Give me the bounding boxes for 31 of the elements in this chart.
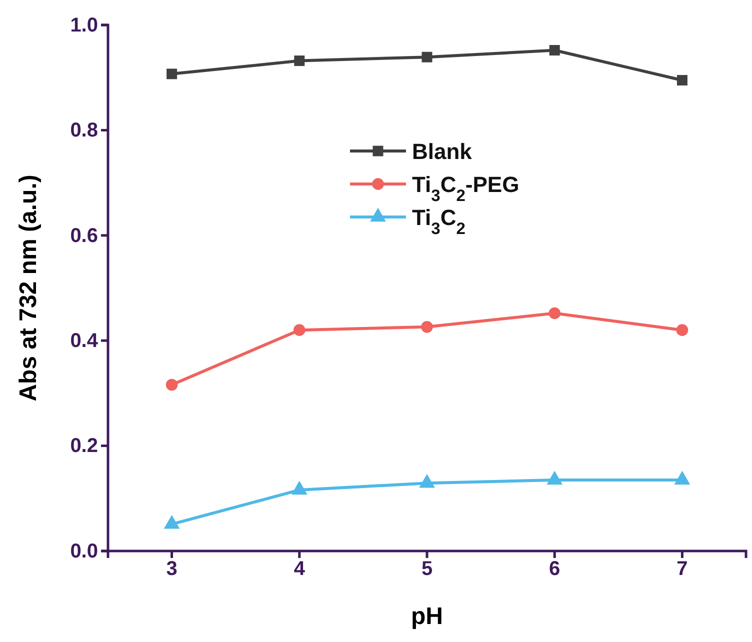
point [676,74,688,86]
point [546,470,563,485]
point [674,470,690,485]
y-tick-label: 0.0 [70,540,98,562]
point [293,324,306,336]
point [421,321,433,333]
point [549,45,560,56]
point [166,68,178,80]
legend-label: Blank [412,139,473,164]
point [676,324,688,336]
y-axis-title: Abs at 732 nm (a.u.) [15,174,42,402]
x-tick-label: 3 [166,558,178,580]
point [419,474,435,488]
point [166,378,178,391]
x-axis-title: pH [411,603,443,630]
legend-label: Ti$_{3}$C$_{2}$-PEG [412,172,520,205]
point [548,307,561,320]
x-tick-label: 4 [294,558,306,580]
x-tick-label: 7 [676,558,688,580]
y-tick-label: 0.6 [70,224,98,247]
point [164,514,180,529]
y-tick-label: 0.8 [70,120,98,142]
legend-label: Ti$_{3}$C$_{2}$ [412,205,466,238]
point [294,56,305,66]
point [422,52,432,62]
y-tick-label: 0.4 [70,330,99,352]
x-tick-label: 6 [549,558,560,580]
point [291,480,308,495]
y-tick-label: 0.2 [70,435,98,458]
x-tick-label: 5 [421,558,433,580]
y-tick-label: 1.0 [70,14,98,36]
